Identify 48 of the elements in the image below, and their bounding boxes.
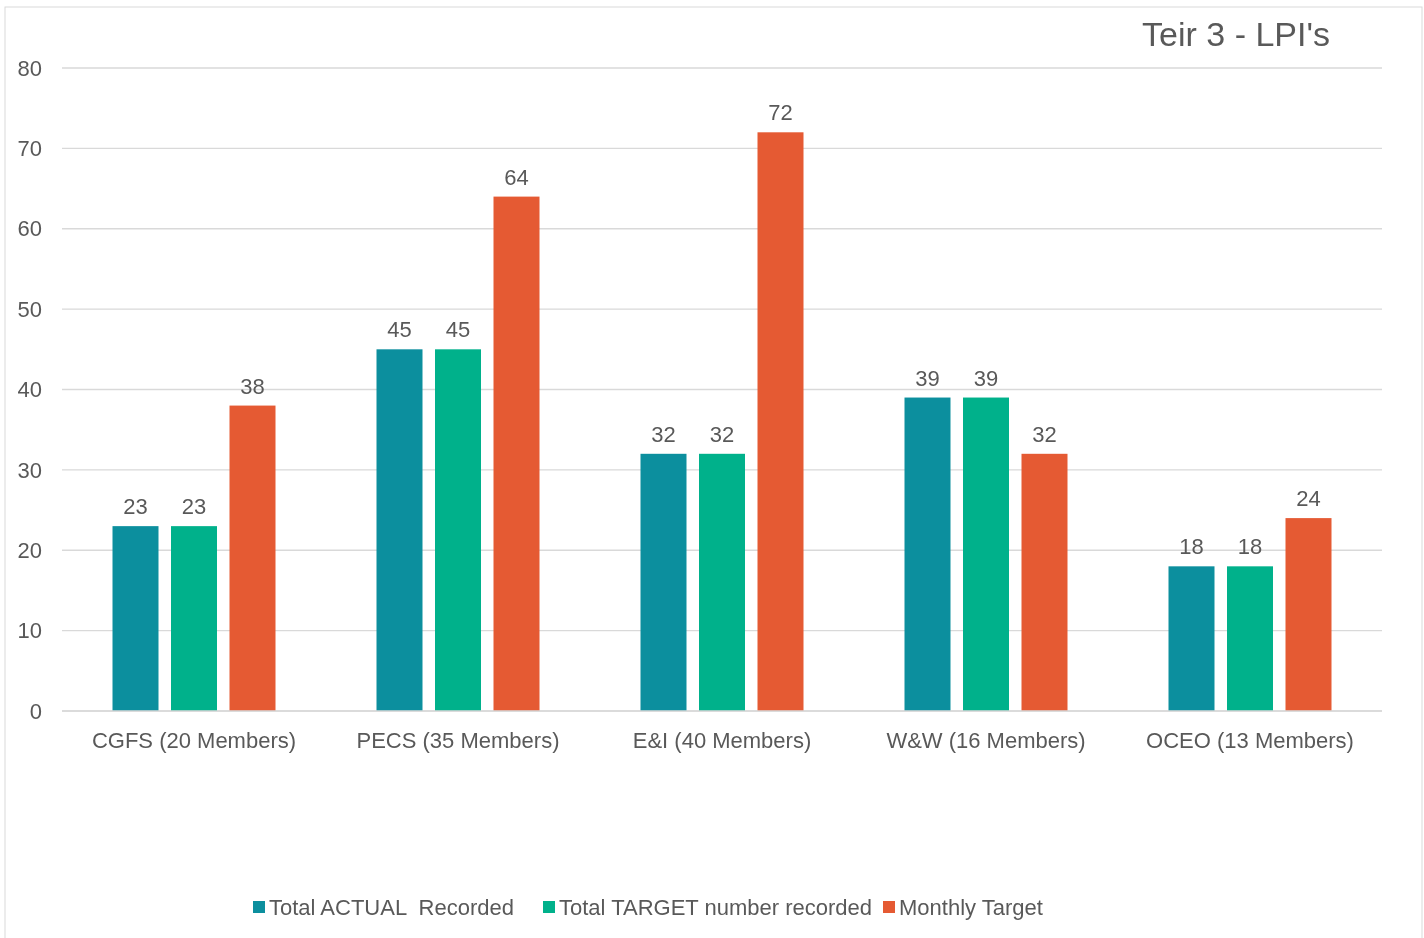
bar bbox=[1285, 518, 1332, 711]
data-label: 32 bbox=[651, 421, 676, 447]
y-tick-label: 0 bbox=[29, 698, 42, 724]
data-label: 32 bbox=[709, 421, 735, 447]
data-label: 64 bbox=[504, 164, 529, 190]
data-label: 38 bbox=[240, 373, 265, 399]
data-label: 18 bbox=[1179, 534, 1204, 560]
data-label: 72 bbox=[768, 100, 793, 126]
bar bbox=[1021, 453, 1068, 711]
data-label: 24 bbox=[1296, 486, 1321, 512]
data-label: 18 bbox=[1237, 534, 1263, 560]
y-tick-label: 20 bbox=[17, 537, 42, 563]
bar bbox=[435, 349, 481, 711]
y-tick-label: 10 bbox=[17, 618, 42, 644]
x-tick-label: E&I (40 Members) bbox=[632, 728, 812, 753]
bar bbox=[963, 397, 1009, 711]
legend-label: Total ACTUAL Recorded bbox=[269, 894, 514, 920]
bar bbox=[1227, 566, 1273, 711]
bar bbox=[640, 453, 687, 711]
x-tick-label: OCEO (13 Members) bbox=[1146, 728, 1354, 753]
data-label: 39 bbox=[973, 365, 999, 391]
x-tick-label: CGFS (20 Members) bbox=[91, 728, 297, 753]
y-tick-label: 30 bbox=[17, 457, 42, 483]
legend-label: Total TARGET number recorded bbox=[559, 894, 873, 920]
data-label: 23 bbox=[181, 494, 207, 520]
y-tick-label: 60 bbox=[17, 216, 42, 242]
x-tick-label: W&W (16 Members) bbox=[886, 728, 1086, 753]
bar bbox=[229, 405, 276, 711]
y-tick-label: 50 bbox=[17, 296, 42, 322]
bar bbox=[171, 526, 217, 711]
bar bbox=[112, 526, 159, 711]
y-tick-label: 80 bbox=[17, 55, 42, 81]
data-label: 45 bbox=[387, 317, 412, 343]
y-tick-label: 70 bbox=[17, 136, 42, 162]
data-label: 39 bbox=[915, 365, 940, 391]
legend-label: Monthly Target bbox=[899, 894, 1043, 920]
x-tick-label: PECS (35 Members) bbox=[356, 728, 560, 753]
chart-title: Teir 3 - LPI's bbox=[1142, 15, 1330, 53]
bar bbox=[1168, 566, 1215, 711]
y-tick-label: 40 bbox=[17, 377, 42, 403]
bar bbox=[904, 397, 951, 711]
bar bbox=[757, 132, 804, 711]
bar bbox=[493, 196, 540, 711]
data-label: 23 bbox=[123, 494, 148, 520]
data-label: 32 bbox=[1032, 421, 1057, 447]
bar bbox=[376, 349, 423, 711]
bar bbox=[699, 453, 745, 711]
data-label: 45 bbox=[445, 317, 471, 343]
